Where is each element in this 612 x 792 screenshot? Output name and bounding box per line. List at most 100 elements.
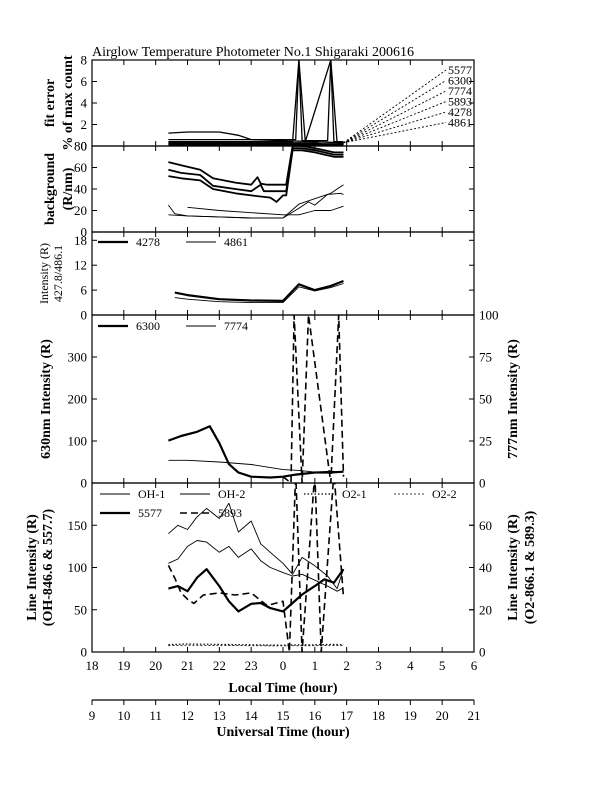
y-tick-label: 60	[74, 160, 87, 175]
legend-label: 4278	[136, 235, 160, 249]
panel-1-series	[168, 60, 344, 146]
x-tick-label: 21	[181, 658, 194, 673]
y-tick-label: 0	[81, 645, 88, 660]
legend-label: 5577	[448, 63, 472, 77]
legend-label: O2-1	[342, 487, 367, 501]
series-line-unnamed	[282, 315, 345, 483]
y-axis-label: Line Intensity (R)	[25, 514, 40, 621]
y-tick-label: 0	[81, 476, 88, 491]
y-tick-label: 50	[74, 602, 87, 617]
x-tick-label: 23	[245, 658, 258, 673]
y-tick-label: 300	[68, 350, 88, 365]
y-axis-label: 630nm Intensity (R)	[39, 339, 54, 459]
y-tick-label: 8	[81, 53, 88, 68]
y-tick-label: 150	[68, 518, 88, 533]
y2-axis-label-2: (O2-866.1 & 589.3)	[523, 510, 538, 624]
y-axis-label-2: (R/nm)	[61, 167, 76, 210]
series-line-4861	[174, 283, 344, 304]
y-axis-label-2: 427.8/486.1	[51, 245, 65, 302]
series-line-O2-1	[168, 643, 344, 646]
series-line-4278	[174, 279, 344, 302]
legend-leader-line	[343, 80, 447, 144]
series-line-7774	[168, 60, 344, 144]
ut-tick-label: 10	[117, 708, 130, 723]
series-line-5577	[168, 568, 345, 613]
ut-tick-label: 20	[436, 708, 449, 723]
x-tick-label: 5	[439, 658, 446, 673]
y-axis-label: Intensity (R)	[37, 243, 51, 304]
ut-tick-label: 21	[468, 708, 481, 723]
ut-tick-label: 19	[404, 708, 417, 723]
legend-label: OH-1	[138, 487, 165, 501]
x-axis-label: Local Time (hour)	[228, 681, 337, 696]
panel-5-series	[167, 483, 345, 652]
x-tick-label: 22	[213, 658, 226, 673]
legend-label: 4278	[448, 105, 472, 119]
x-tick-label: 1	[312, 658, 319, 673]
series-line-OH-2	[168, 540, 344, 592]
y-tick-label: 6	[81, 74, 88, 89]
legend-label: 5893	[218, 506, 242, 520]
ut-tick-label: 9	[89, 708, 96, 723]
y-axis-label: fit error	[43, 79, 58, 127]
legend-label: 7774	[224, 319, 248, 333]
series-line-unnamed	[168, 149, 344, 203]
ut-tick-label: 11	[149, 708, 162, 723]
y-tick-label: 20	[74, 203, 87, 218]
y2-tick-label: 100	[479, 308, 499, 323]
ut-tick-label: 17	[340, 708, 354, 723]
series-line-OH-1	[168, 502, 344, 590]
y2-axis-label: 777nm Intensity (R)	[506, 339, 521, 459]
panel-4-series	[168, 315, 345, 483]
legend-leader-line	[343, 69, 447, 144]
x-tick-label: 4	[407, 658, 414, 673]
ut-tick-label: 15	[277, 708, 290, 723]
y-tick-label: 6	[81, 283, 88, 298]
y-tick-label: 100	[68, 560, 88, 575]
y-tick-label: 12	[74, 258, 87, 273]
legend-label: 5893	[448, 95, 472, 109]
y-tick-label: 40	[74, 182, 87, 197]
series-line-7774	[168, 459, 344, 473]
panel-2-series	[168, 146, 344, 219]
y2-tick-label: 50	[479, 392, 492, 407]
series-line-unnamed	[168, 192, 344, 219]
panel-4-frame	[91, 314, 475, 484]
series-line-5577	[168, 131, 344, 144]
x-tick-label: 0	[280, 658, 287, 673]
x-tick-label: 2	[343, 658, 350, 673]
series-line-O2-2	[168, 644, 344, 647]
ut-tick-label: 13	[213, 708, 226, 723]
y-tick-label: 100	[68, 434, 88, 449]
x-tick-label: 3	[375, 658, 382, 673]
legend-label: 4861	[448, 116, 472, 130]
x-tick-label: 19	[117, 658, 130, 673]
legend-label: 7774	[448, 84, 472, 98]
y-tick-label: 200	[68, 392, 88, 407]
legend-label: 6300	[136, 319, 160, 333]
ut-tick-label: 14	[245, 708, 259, 723]
series-line-unnamed	[168, 147, 344, 193]
y2-tick-label: 20	[479, 602, 492, 617]
ut-tick-label: 18	[372, 708, 385, 723]
legend-leader-line	[343, 111, 447, 144]
legend-leader-line	[343, 122, 447, 144]
series-line-5893	[167, 483, 345, 652]
series-line-unnamed	[168, 184, 344, 219]
y-tick-label: 0	[81, 139, 88, 154]
legend-label: O2-2	[432, 487, 457, 501]
y2-tick-label: 0	[479, 645, 486, 660]
y-axis-label-2: % of max count	[61, 55, 76, 151]
x-tick-label: 18	[86, 658, 99, 673]
y-axis-label: background	[43, 153, 58, 225]
panel-3-series	[174, 279, 344, 304]
series-line-5893	[168, 142, 344, 146]
series-line-6300	[168, 425, 344, 479]
y2-tick-label: 0	[479, 476, 486, 491]
ut-tick-label: 16	[308, 708, 322, 723]
x-tick-label: 20	[149, 658, 162, 673]
legend-label: 5577	[138, 506, 162, 520]
legend-leader-line	[343, 90, 447, 144]
legend-label: 6300	[448, 74, 472, 88]
